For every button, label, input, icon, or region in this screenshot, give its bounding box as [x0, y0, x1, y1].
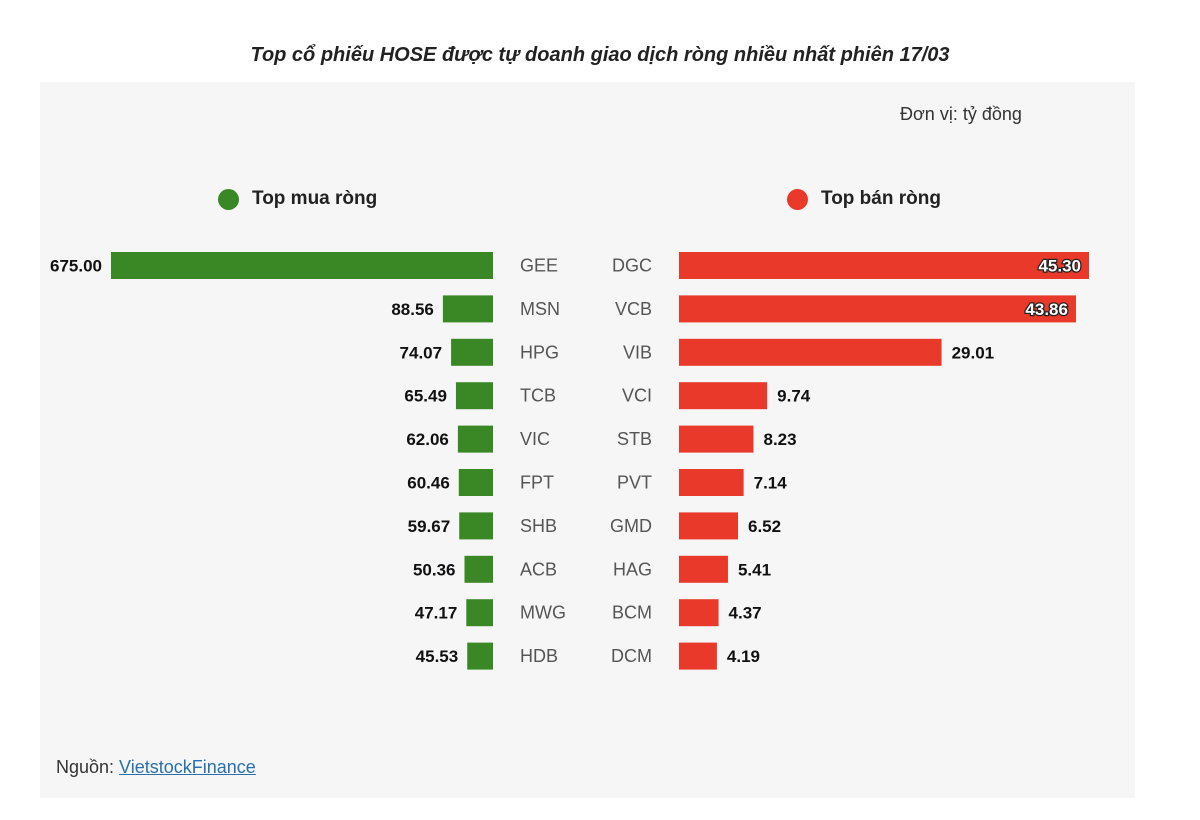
sell-bar — [679, 338, 942, 366]
sell-value-label: 7.14 — [754, 474, 788, 493]
buy-value-label: 45.53 — [416, 647, 459, 666]
sell-value-label: 5.41 — [738, 560, 771, 579]
buy-bar — [111, 252, 493, 279]
buy-value-label: 65.49 — [404, 387, 447, 406]
source-line: Nguồn: VietstockFinance — [56, 757, 256, 778]
sell-value-label: 45.30 — [1038, 257, 1081, 276]
buy-value-label: 675.00 — [50, 257, 102, 276]
sell-category-label: PVT — [617, 473, 652, 493]
sell-value-label: 9.74 — [777, 387, 811, 406]
legend-sell-label: Top bán ròng — [821, 188, 941, 209]
sell-bar — [679, 295, 1076, 323]
sell-bar — [679, 642, 717, 670]
sell-bar — [679, 555, 728, 583]
sell-value-label: 6.52 — [748, 517, 781, 536]
sell-value-label: 4.37 — [729, 604, 762, 623]
sell-category-label: GMD — [610, 516, 652, 536]
buy-bar — [457, 425, 493, 453]
sell-bar — [679, 382, 768, 410]
buy-value-label: 62.06 — [406, 430, 449, 449]
buy-category-label: FPT — [520, 473, 554, 493]
buy-value-label: 88.56 — [391, 300, 434, 319]
buy-bar — [451, 338, 493, 366]
buy-category-label: ACB — [520, 559, 557, 579]
buy-category-label: HPG — [520, 342, 559, 362]
buy-value-label: 50.36 — [413, 560, 456, 579]
buy-category-label: TCB — [520, 386, 556, 406]
sell-category-label: HAG — [613, 559, 652, 579]
buy-category-label: GEE — [520, 256, 558, 276]
sell-bar — [679, 252, 1089, 279]
buy-category-label: VIC — [520, 429, 550, 449]
buy-bar — [442, 295, 493, 323]
sell-category-label: BCM — [612, 603, 652, 623]
sell-value-label: 4.19 — [727, 647, 760, 666]
buy-category-label: MWG — [520, 603, 566, 623]
buy-bar — [458, 469, 493, 496]
sell-bar — [679, 512, 739, 540]
legend-buy: Top mua ròng — [218, 187, 377, 211]
legend-sell: Top bán ròng — [787, 187, 941, 211]
sell-value-label: 29.01 — [952, 343, 995, 362]
sell-category-label: STB — [617, 429, 652, 449]
sell-bar — [679, 599, 719, 627]
sell-category-label: VIB — [623, 342, 652, 362]
legend-buy-label: Top mua ròng — [252, 188, 378, 209]
buy-value-label: 60.46 — [407, 474, 450, 493]
buy-category-label: SHB — [520, 516, 557, 536]
sell-value-label: 43.86 — [1025, 300, 1068, 319]
buy-value-label: 59.67 — [408, 517, 451, 536]
sell-bar — [679, 425, 754, 453]
buy-bar — [464, 555, 493, 583]
buy-bar — [466, 599, 493, 627]
sell-bar — [679, 469, 744, 496]
buy-value-label: 47.17 — [415, 604, 458, 623]
chart-title: Top cổ phiếu HOSE được tự doanh giao dịc… — [250, 44, 950, 66]
sell-value-label: 8.23 — [763, 430, 796, 449]
buy-category-label: HDB — [520, 646, 558, 666]
buy-bar — [455, 382, 493, 410]
buy-bar — [467, 642, 493, 670]
sell-category-label: VCI — [622, 386, 652, 406]
buy-bar — [459, 512, 493, 540]
unit-label: Đơn vị: tỷ đồng — [900, 104, 1022, 124]
buy-value-label: 74.07 — [400, 343, 443, 362]
legend-sell-dot-icon — [787, 188, 808, 210]
source-link[interactable]: VietstockFinance — [119, 757, 256, 777]
sell-category-label: DGC — [612, 256, 652, 276]
sell-category-label: DCM — [611, 646, 652, 666]
buy-category-label: MSN — [520, 299, 560, 319]
sell-category-label: VCB — [615, 299, 652, 319]
legend-buy-dot-icon — [218, 188, 239, 210]
source-prefix: Nguồn: — [56, 757, 120, 777]
